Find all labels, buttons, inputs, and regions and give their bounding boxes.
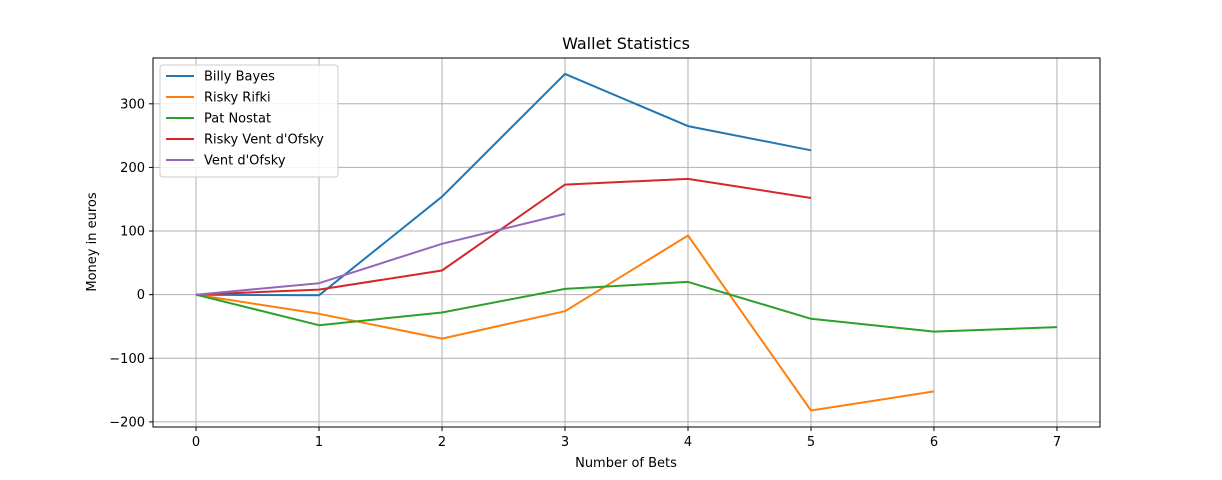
- y-axis: −200 −100 0 100 200 300: [109, 97, 153, 430]
- series-line: [195, 212, 566, 296]
- y-tick-label: −200: [109, 415, 145, 430]
- legend: Billy Bayes Risky Rifki Pat Nostat Risky Ve…: [159, 64, 339, 178]
- series-line: [195, 280, 1058, 333]
- x-tick-label: 3: [561, 435, 569, 450]
- chart-title: Wallet Statistics: [562, 34, 690, 53]
- y-tick-label: 100: [120, 225, 145, 240]
- x-tick-label: 1: [315, 435, 323, 450]
- legend-entry: Pat Nostat: [204, 112, 271, 127]
- x-axis-label: Number of Bets: [575, 456, 677, 471]
- x-tick-label: 2: [438, 435, 446, 450]
- x-tick-label: 5: [807, 435, 815, 450]
- series-line: [195, 177, 812, 296]
- series-line: [195, 72, 812, 297]
- y-tick-label: 0: [137, 288, 145, 303]
- x-tick-label: 7: [1053, 435, 1061, 450]
- y-tick-label: 200: [120, 161, 145, 176]
- x-tick-label: 4: [684, 435, 692, 450]
- legend-entry: Vent d'Ofsky: [204, 154, 286, 169]
- series-lines: [195, 72, 1058, 412]
- x-tick-label: 6: [930, 435, 938, 450]
- y-tick-label: −100: [109, 352, 145, 367]
- series-line: [195, 234, 935, 412]
- x-axis: 0 1 2 3 4 5 6 7: [192, 427, 1061, 450]
- plot-frame: [152, 57, 1101, 428]
- y-tick-label: 300: [120, 97, 145, 112]
- legend-box: [159, 64, 339, 178]
- y-axis-label: Money in euros: [85, 192, 100, 291]
- legend-entry: Risky Rifki: [204, 91, 271, 106]
- legend-entry: Billy Bayes: [204, 70, 275, 85]
- x-tick-label: 0: [192, 435, 200, 450]
- legend-entry: Risky Vent d'Ofsky: [204, 133, 324, 148]
